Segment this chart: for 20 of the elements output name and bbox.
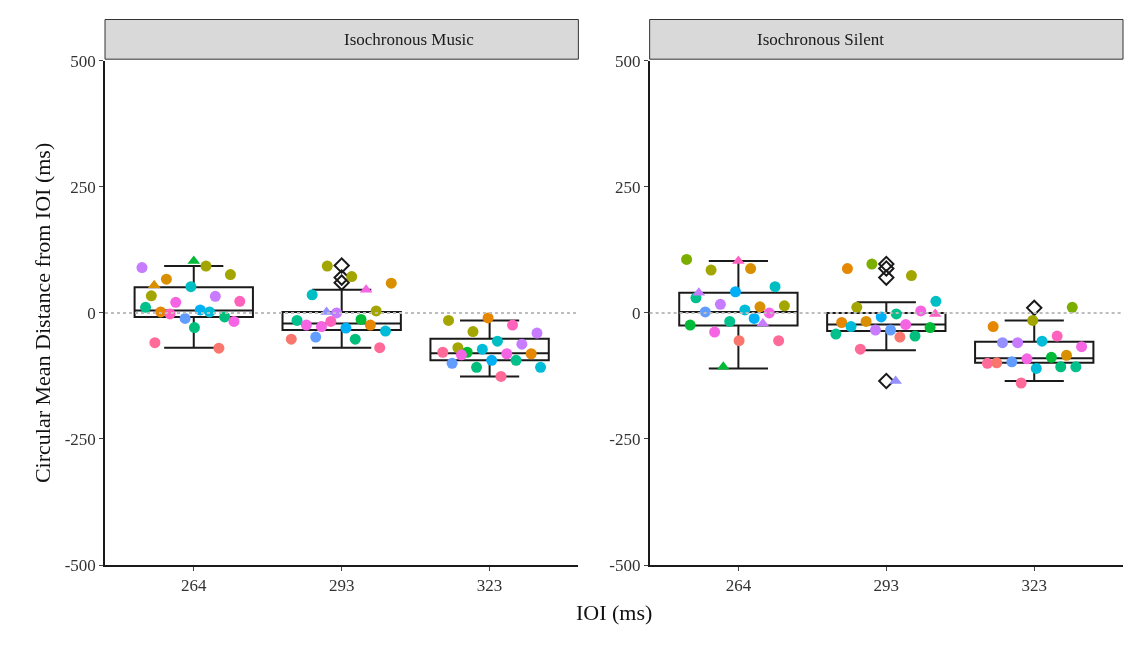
x-axis-title: IOI (ms) xyxy=(576,600,653,625)
y-tick-label: -250 xyxy=(64,429,96,449)
y-tick-label: 0 xyxy=(631,303,641,323)
y-tick-label: 250 xyxy=(70,177,96,197)
x-tick-label: 293 xyxy=(328,576,355,596)
x-tick-label: 323 xyxy=(476,576,503,596)
x-tick-label: 293 xyxy=(873,576,900,596)
chart-title: Isochronous Music xyxy=(344,30,475,49)
y-tick-label: 500 xyxy=(614,51,641,71)
y-tick-label: 250 xyxy=(614,177,641,197)
y-tick-label: -250 xyxy=(609,429,641,449)
y-tick-label: 500 xyxy=(70,51,96,71)
y-tick-label: -500 xyxy=(64,555,96,575)
x-tick-label: 323 xyxy=(1021,576,1047,596)
x-tick-label: 264 xyxy=(181,576,208,596)
y-tick-label: -500 xyxy=(609,555,641,575)
y-axis-title: Circular Mean Distance from IOI (ms) xyxy=(29,142,55,484)
chart-title: Isochronous Silent xyxy=(757,30,885,49)
x-tick-label: 264 xyxy=(725,576,752,596)
y-tick-label: 0 xyxy=(87,303,96,323)
